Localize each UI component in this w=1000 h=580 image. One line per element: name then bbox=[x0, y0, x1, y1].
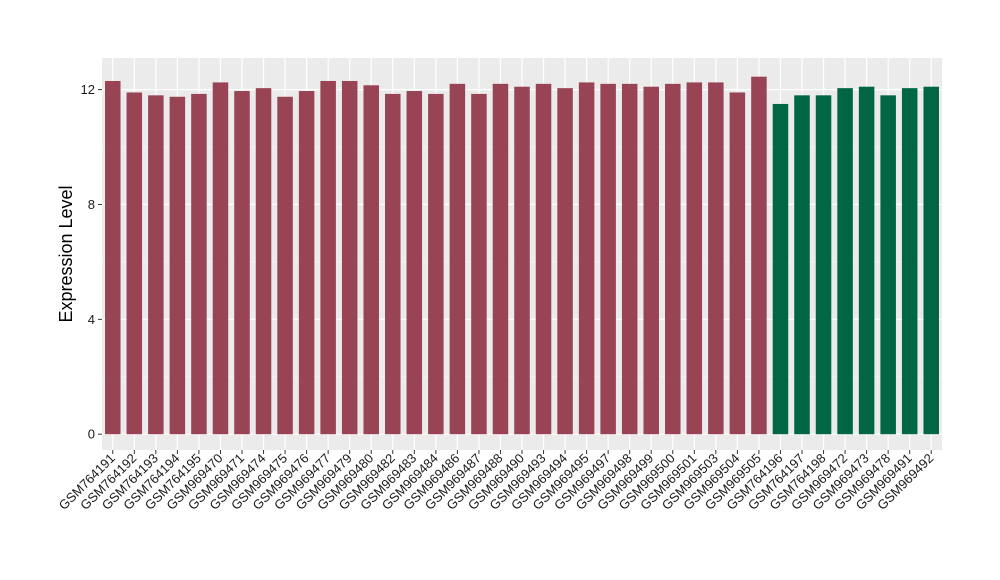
y-tick-label: 0 bbox=[88, 427, 95, 442]
bar-GSM969491 bbox=[901, 88, 918, 435]
bar-GSM969495 bbox=[578, 82, 595, 435]
y-axis: 0 4 8 12 bbox=[81, 82, 102, 442]
bar-GSM764194 bbox=[169, 96, 186, 435]
bar-GSM969501 bbox=[686, 82, 703, 435]
bar-GSM969497 bbox=[600, 83, 616, 435]
bar-GSM969487 bbox=[471, 93, 487, 435]
bar-GSM969480 bbox=[363, 85, 379, 435]
bar-GSM969504 bbox=[729, 92, 746, 435]
bars bbox=[105, 76, 939, 435]
bar-GSM764195 bbox=[191, 93, 207, 435]
bar-GSM969477 bbox=[320, 80, 336, 435]
bar-GSM969503 bbox=[708, 82, 724, 435]
x-axis: GSM764191GSM764192GSM764193GSM764194GSM7… bbox=[56, 450, 936, 513]
bar-GSM969498 bbox=[621, 83, 638, 435]
bar-GSM969478 bbox=[880, 95, 896, 435]
bar-GSM969493 bbox=[535, 83, 552, 435]
bar-GSM969476 bbox=[298, 91, 315, 435]
bar-GSM969505 bbox=[751, 76, 767, 435]
y-axis-title: Expression Level bbox=[56, 185, 76, 322]
bar-GSM969473 bbox=[858, 86, 875, 435]
bar-GSM969488 bbox=[492, 83, 509, 435]
bar-GSM969475 bbox=[277, 96, 293, 435]
bar-GSM764192 bbox=[126, 92, 143, 435]
bar-GSM969479 bbox=[341, 80, 358, 435]
bar-GSM969470 bbox=[212, 82, 229, 435]
bar-GSM969472 bbox=[837, 88, 853, 435]
y-tick-label: 12 bbox=[81, 82, 95, 97]
bar-GSM764197 bbox=[794, 95, 810, 435]
bar-GSM764193 bbox=[148, 95, 164, 435]
bar-GSM969494 bbox=[557, 88, 573, 435]
bar-GSM969490 bbox=[514, 86, 530, 435]
bar-GSM969471 bbox=[234, 91, 250, 435]
bar-GSM764198 bbox=[815, 95, 832, 435]
bar-GSM969474 bbox=[255, 88, 272, 435]
bar-GSM969483 bbox=[406, 91, 423, 435]
bar-GSM969499 bbox=[643, 86, 659, 435]
bar-GSM969500 bbox=[665, 83, 681, 435]
y-tick-label: 8 bbox=[88, 197, 95, 212]
bar-GSM764196 bbox=[772, 103, 789, 435]
bar-GSM969486 bbox=[449, 83, 466, 435]
bar-GSM764191 bbox=[105, 80, 121, 435]
bar-GSM969484 bbox=[428, 93, 444, 435]
bar-GSM969482 bbox=[385, 93, 401, 435]
y-tick-label: 4 bbox=[88, 312, 95, 327]
bar-GSM969492 bbox=[923, 86, 939, 435]
